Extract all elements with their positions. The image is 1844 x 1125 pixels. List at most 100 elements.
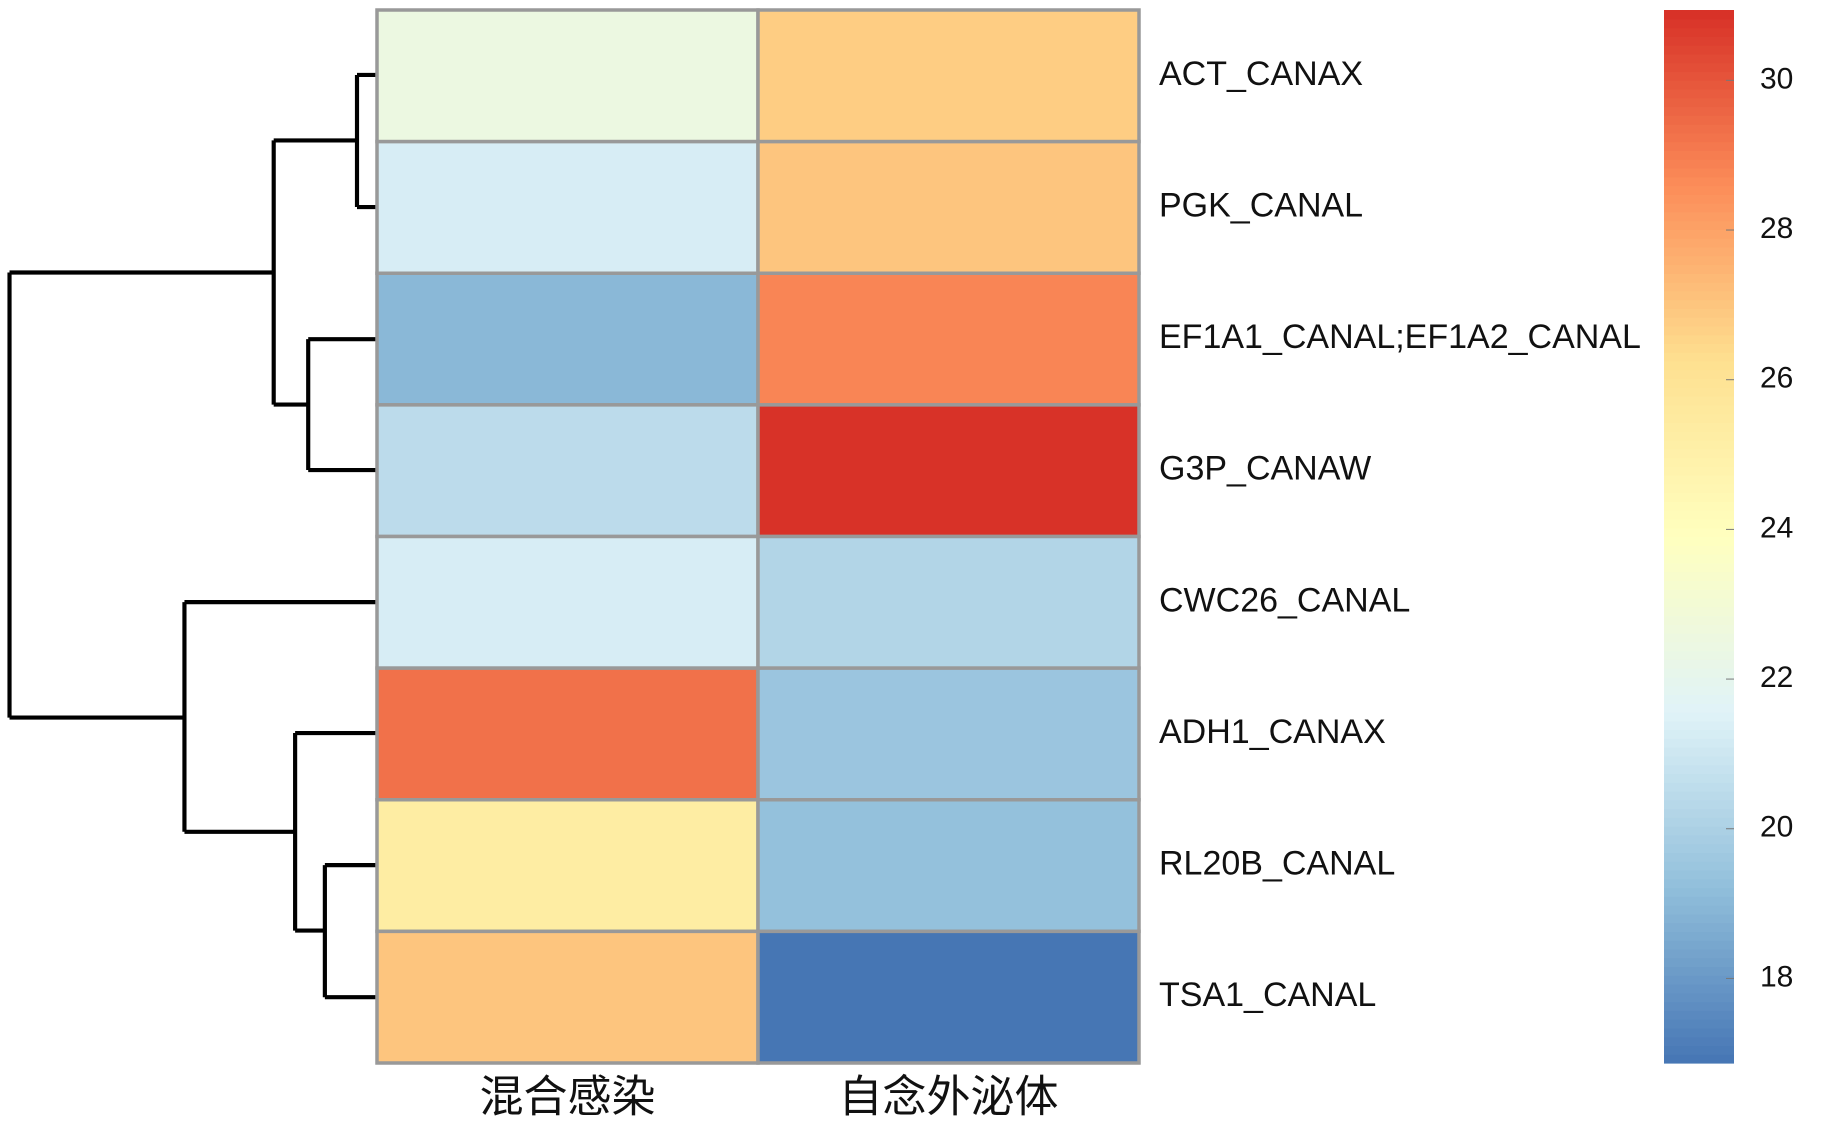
row-label: EF1A1_CANAL;EF1A2_CANAL [1159, 318, 1641, 356]
colorbar-segment [1664, 97, 1734, 108]
colorbar-segment [1664, 115, 1734, 125]
colorbar-segment [1664, 975, 1734, 985]
heatmap-cell [756, 139, 1141, 275]
colorbar-segment [1664, 869, 1734, 880]
column-label: 自念外泌体 [839, 1072, 1059, 1123]
colorbar-segment [1664, 290, 1734, 301]
heatmap-cell [375, 798, 760, 934]
colorbar-segment [1664, 694, 1734, 704]
heatmap-cell [375, 271, 760, 407]
colorbar-segment [1664, 922, 1734, 932]
heatmap-cell [375, 8, 760, 144]
colorbar-segment [1664, 966, 1734, 976]
colorbar-segment [1664, 764, 1734, 775]
colorbar-segment [1664, 799, 1734, 810]
colorbar-segment [1664, 238, 1734, 248]
colorbar-segment [1664, 633, 1734, 643]
colorbar-segment [1664, 325, 1734, 336]
colorbar-segment [1664, 501, 1734, 511]
colorbar-segment [1664, 448, 1734, 459]
colorbar-segment [1664, 36, 1734, 46]
colorbar-segment [1664, 343, 1734, 353]
heatmap-cell [375, 139, 760, 275]
colorbar-segment [1664, 913, 1734, 924]
colorbar-segment [1664, 703, 1734, 713]
colorbar-tick-label: 20 [1760, 811, 1793, 844]
colorbar-segment [1664, 62, 1734, 73]
colorbar-segment [1664, 132, 1734, 143]
colorbar-segment [1664, 167, 1734, 178]
colorbar-segment [1664, 615, 1734, 625]
colorbar-segment [1664, 782, 1734, 792]
colorbar-segment [1664, 457, 1734, 467]
colorbar-segment [1664, 299, 1734, 309]
colorbar-segment [1664, 124, 1734, 134]
colorbar-segment [1664, 896, 1734, 906]
heatmap-cell [756, 271, 1141, 407]
colorbar-segment [1664, 747, 1734, 757]
colorbar-segment [1664, 948, 1734, 959]
heatmap-cell [375, 534, 760, 670]
colorbar-tick-label: 18 [1760, 960, 1793, 993]
heatmap-cell [756, 666, 1141, 802]
colorbar-segment [1664, 536, 1734, 546]
colorbar-segment [1664, 387, 1734, 397]
colorbar-segment [1664, 720, 1734, 731]
heatmap-cell [756, 8, 1141, 144]
colorbar-segment [1664, 905, 1734, 915]
heatmap-cell [375, 403, 760, 539]
colorbar-segment [1664, 852, 1734, 862]
colorbar-segment [1664, 378, 1734, 388]
colorbar-segment [1664, 817, 1734, 827]
colorbar-segment [1664, 352, 1734, 362]
colorbar-segment [1664, 712, 1734, 722]
heatmap-cell [375, 929, 760, 1065]
colorbar-segment [1664, 483, 1734, 494]
colorbar-segment [1664, 106, 1734, 116]
colorbar-segment [1664, 755, 1734, 766]
colorbar-segment [1664, 984, 1734, 994]
colorbar-segment [1664, 369, 1734, 380]
colorbar-segment [1664, 650, 1734, 660]
colorbar-segment [1664, 150, 1734, 160]
colorbar-segment [1664, 220, 1734, 230]
colorbar-segment [1664, 1001, 1734, 1011]
column-label: 混合感染 [480, 1072, 656, 1123]
colorbar-segment [1664, 808, 1734, 818]
colorbar-segment [1664, 141, 1734, 151]
row-label: PGK_CANAL [1159, 186, 1363, 224]
colorbar-segment [1664, 246, 1734, 257]
colorbar-segment [1664, 255, 1734, 266]
colorbar-segment [1664, 878, 1734, 889]
colorbar-segment [1664, 834, 1734, 845]
colorbar-segment [1664, 580, 1734, 590]
dendrogram [7, 72, 378, 1000]
colorbar-segment [1664, 887, 1734, 897]
colorbar-segment [1664, 194, 1734, 204]
colorbar-segment [1664, 71, 1734, 81]
colorbar-segment [1664, 185, 1734, 195]
colorbar-segment [1664, 431, 1734, 441]
colorbar-segment [1664, 334, 1734, 345]
row-label: ACT_CANAX [1159, 55, 1363, 93]
colorbar-segment [1664, 211, 1734, 222]
colorbar-segment [1664, 282, 1734, 292]
row-label: G3P_CANAW [1159, 450, 1371, 488]
colorbar-segment [1664, 554, 1734, 564]
colorbar-segment [1664, 203, 1734, 213]
colorbar-segment [1664, 606, 1734, 617]
colorbar-segment [1664, 80, 1734, 90]
colorbar-segment [1664, 518, 1734, 529]
colorbar-segment [1664, 308, 1734, 318]
heatmap-cell [375, 666, 760, 802]
colorbar-segment [1664, 422, 1734, 432]
colorbar-segment [1664, 159, 1734, 169]
colorbar-segment [1664, 659, 1734, 669]
colorbar-segment [1664, 931, 1734, 941]
colorbar-tick-label: 26 [1760, 362, 1793, 395]
colorbar-segment [1664, 992, 1734, 1003]
colorbar-segment [1664, 729, 1734, 739]
colorbar-segment [1664, 545, 1734, 555]
colorbar-segment [1664, 492, 1734, 502]
